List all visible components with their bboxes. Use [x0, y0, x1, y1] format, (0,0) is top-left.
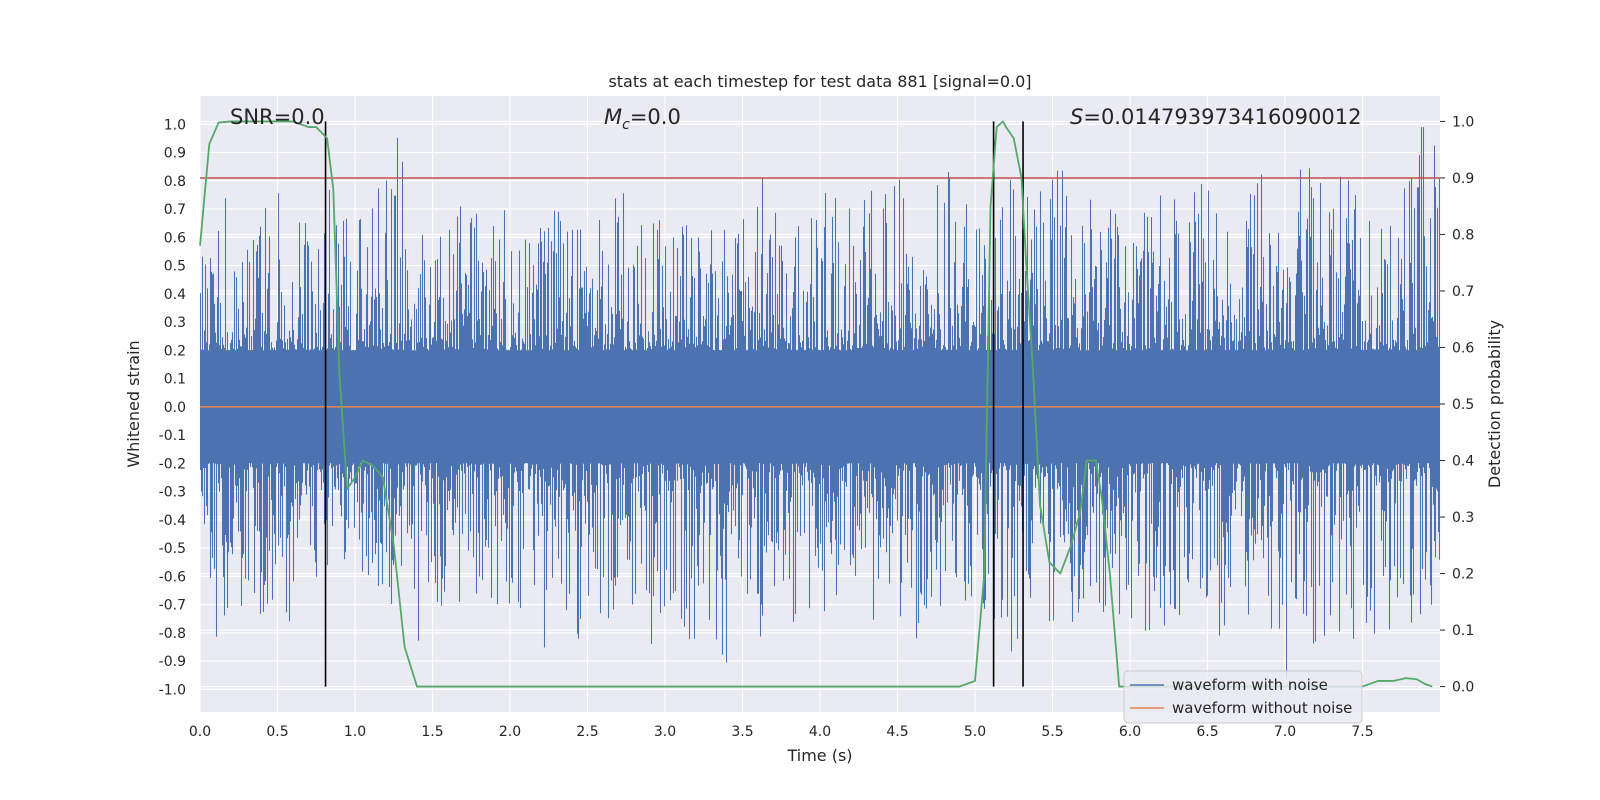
x-axis-ticks: 0.0 0.5 1.0 1.5 2.0 2.5 3.0 3.5 4.0 4.5 5.0 5.5 6.0 6…: [189, 724, 1374, 740]
y2-tick-label: 0.6: [1452, 340, 1474, 356]
x-tick-label: 7.0: [1274, 724, 1296, 740]
y2-tick-label: 0.8: [1452, 227, 1474, 243]
x-tick-label: 7.5: [1351, 724, 1373, 740]
y2-tick-label: 1.0: [1452, 114, 1474, 130]
annotation-chirp-mass-subscript: c: [622, 117, 630, 133]
y-tick-label: 0.2: [164, 343, 186, 359]
x-tick-label: 4.5: [886, 724, 908, 740]
legend: waveform with noise waveform without noi…: [1123, 670, 1363, 724]
legend-label-waveform-with-noise: waveform with noise: [1172, 676, 1328, 694]
annotation-s-value: =0.014793973416090012: [1083, 105, 1361, 129]
y-tick-label: -1.0: [159, 682, 186, 698]
annotation-chirp-mass-value: =0.0: [630, 105, 681, 129]
annotation-chirp-mass: Mc=0.0: [604, 105, 681, 133]
y-tick-label: 0.1: [164, 372, 186, 388]
y-tick-label: 0.6: [164, 230, 186, 246]
y2-tick-label: 0.5: [1452, 397, 1474, 413]
x-tick-label: 5.5: [1041, 724, 1063, 740]
y-tick-label: -0.9: [159, 654, 186, 670]
y2-tick-label: 0.4: [1452, 454, 1474, 470]
y2-axis-label: Detection probability: [1485, 320, 1504, 488]
x-axis-label: Time (s): [786, 746, 852, 765]
legend-label-waveform-without-noise: waveform without noise: [1172, 699, 1352, 717]
y-axis-label: Whitened strain: [124, 340, 143, 467]
annotation-s-symbol: S: [1070, 105, 1083, 129]
x-tick-label: 1.5: [421, 724, 443, 740]
x-tick-label: 4.0: [809, 724, 831, 740]
annotation-snr: SNR=0.0: [230, 105, 325, 129]
y-tick-label: -0.4: [159, 513, 186, 529]
y2-tick-label: 0.9: [1452, 171, 1474, 187]
y2-tick-label: 0.1: [1452, 623, 1474, 639]
chart-title: stats at each timestep for test data 881…: [608, 72, 1031, 91]
legend-box: [1123, 670, 1363, 724]
y2-tick-label: 0.0: [1452, 680, 1474, 696]
y-tick-label: -0.2: [159, 456, 186, 472]
y-tick-label: 1.0: [164, 117, 186, 133]
y-tick-label: -0.8: [159, 626, 186, 642]
x-tick-label: 6.0: [1119, 724, 1141, 740]
y2-tick-label: 0.7: [1452, 284, 1474, 300]
x-tick-label: 3.0: [654, 724, 676, 740]
left-axis-ticks: -1.0 -0.9 -0.8 -0.7 -0.6 -0.5 -0.4 -0.3 -0.2 -0.1…: [159, 117, 186, 698]
x-tick-label: 0.5: [266, 724, 288, 740]
x-tick-label: 2.5: [576, 724, 598, 740]
annotation-s: S=0.014793973416090012: [1070, 105, 1361, 129]
y-tick-label: 0.7: [164, 202, 186, 218]
y2-tick-label: 0.2: [1452, 567, 1474, 583]
y2-tick-label: 0.3: [1452, 510, 1474, 526]
x-tick-label: 1.0: [344, 724, 366, 740]
y-tick-label: -0.3: [159, 485, 186, 501]
y-tick-label: -0.1: [159, 428, 186, 444]
y-tick-label: -0.7: [159, 598, 186, 614]
waveform-with-noise-line: [199, 127, 1441, 679]
y-tick-label: 0.9: [164, 146, 186, 162]
y-tick-label: 0.3: [164, 315, 186, 331]
right-axis-ticks: 0.0 0.1 0.2 0.3 0.4 0.5 0.6 0.7 0.8 0.9 1.0: [1440, 114, 1474, 696]
y-tick-label: -0.6: [159, 569, 186, 585]
x-tick-label: 5.0: [964, 724, 986, 740]
annotation-chirp-mass-symbol: M: [604, 105, 622, 129]
x-tick-label: 3.5: [731, 724, 753, 740]
y-tick-label: 0.5: [164, 259, 186, 275]
x-tick-label: 6.5: [1196, 724, 1218, 740]
x-tick-label: 0.0: [189, 724, 211, 740]
y-tick-label: 0.4: [164, 287, 186, 303]
x-tick-label: 2.0: [499, 724, 521, 740]
y-tick-label: 0.0: [164, 400, 186, 416]
y-tick-label: -0.5: [159, 541, 186, 557]
y-tick-label: 0.8: [164, 174, 186, 190]
